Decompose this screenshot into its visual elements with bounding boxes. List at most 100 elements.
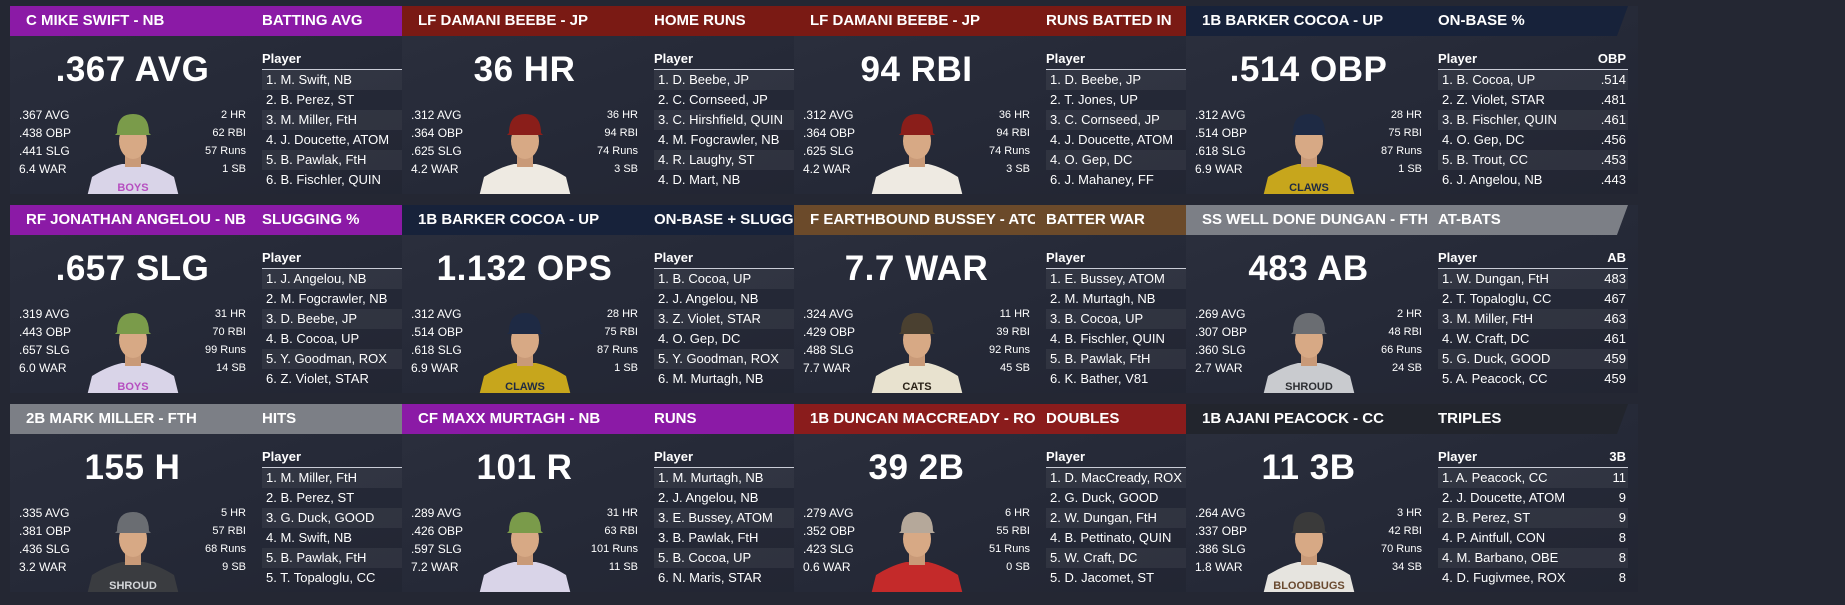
stat-line: .312 AVG	[411, 307, 462, 321]
leaderboard-row[interactable]: 3. B. Fischler, QUIN .461	[1438, 110, 1628, 130]
leader-card[interactable]: 1B BARKER COCOA - UP ON-BASE % .514 OBP .31…	[1186, 6, 1638, 194]
leaderboard-row[interactable]: 4. P. Aintfull, CON 8	[1438, 528, 1628, 548]
col-player: Player	[262, 250, 302, 265]
stat-line: 36 HR	[998, 109, 1030, 121]
stat-line: .312 AVG	[803, 108, 854, 122]
leader-card[interactable]: LF DAMANI BEEBE - JP RUNS BATTED IN 94 RBI…	[794, 6, 1246, 194]
leaderboard-row[interactable]: 4. M. Barbano, OBE 8	[1438, 548, 1628, 568]
leaderboard-row[interactable]: 1. B. Cocoa, UP .514	[1438, 70, 1628, 90]
row-player: 4. M. Fogcrawler, NB	[658, 132, 780, 147]
category-title: SLUGGING %	[262, 211, 360, 228]
player-name: LF DAMANI BEEBE - JP	[810, 12, 981, 29]
leader-card[interactable]: CF MAXX MURTAGH - NB RUNS 101 R .289 AVG .42…	[402, 404, 854, 592]
stat-line: .364 OBP	[803, 126, 856, 140]
row-player: 3. G. Duck, GOOD	[266, 510, 375, 525]
leaderboard-row[interactable]: 4. W. Craft, DC 461	[1438, 329, 1628, 349]
row-player: 6. J. Angelou, NB	[1442, 172, 1543, 187]
stat-line: .279 AVG	[803, 506, 854, 520]
row-value: 463	[1604, 311, 1626, 326]
player-stats-left: .367 AVG .438 OBP .441 SLG 6.4 WAR	[19, 106, 71, 178]
leaderboard-row[interactable]: 2. B. Perez, ST 9	[1438, 508, 1628, 528]
row-value: 9	[1618, 510, 1626, 525]
leaderboard-row[interactable]: 6. J. Angelou, NB .443	[1438, 170, 1628, 190]
row-player: 4. O. Gep, DC	[1442, 132, 1525, 147]
leaderboard-row[interactable]: 1. A. Peacock, CC 11	[1438, 468, 1628, 488]
leaderboard-row[interactable]: 1. W. Dungan, FtH 483	[1438, 269, 1628, 289]
leaderboard: PlayerRBI1. D. Beebe, JP942. T. Jones, U…	[1046, 49, 1236, 190]
player-portrait: BOYS	[87, 313, 179, 393]
jersey	[479, 562, 571, 592]
big-stat: .367 AVG	[55, 50, 210, 89]
leaderboard-row[interactable]: 2. T. Topaloglu, CC 467	[1438, 289, 1628, 309]
card-header: CF MAXX MURTAGH - NB RUNS	[402, 404, 844, 434]
stat-line: 70 RBI	[212, 326, 246, 338]
leader-card[interactable]: 1B AJANI PEACOCK - CC TRIPLES 11 3B .264 AV…	[1186, 404, 1638, 592]
row-player: 5. Y. Goodman, ROX	[658, 351, 779, 366]
row-player: 4. B. Fischler, QUIN	[1050, 331, 1165, 346]
row-player: 4. J. Doucette, ATOM	[1050, 132, 1174, 147]
leader-card[interactable]: RF JONATHAN ANGELOU - NB SLUGGING % .657 S…	[10, 205, 462, 393]
stat-line: 1 SB	[614, 362, 638, 374]
big-stat: 483 AB	[1248, 249, 1369, 288]
player-stats-right: 11 HR 39 RBI 92 Runs 45 SB	[974, 305, 1030, 377]
row-value: 9	[1618, 490, 1626, 505]
row-player: 2. Z. Violet, STAR	[1442, 92, 1545, 107]
row-player: 2. B. Perez, ST	[266, 92, 355, 107]
player-portrait: BLOODBUGS	[1263, 512, 1355, 592]
cap	[507, 512, 543, 533]
leaderboard-row[interactable]: 4. D. Fugivmee, ROX 8	[1438, 568, 1628, 588]
cap	[507, 313, 543, 334]
leaderboard-row[interactable]: 5. A. Peacock, CC 459	[1438, 369, 1628, 389]
row-player: 5. B. Pawlak, FtH	[266, 152, 367, 167]
player-name: 1B AJANI PEACOCK - CC	[1202, 410, 1384, 427]
leaderboard-row[interactable]: 2. J. Doucette, ATOM 9	[1438, 488, 1628, 508]
stat-line: .618 SLG	[1195, 144, 1246, 158]
leaderboard-header: Player AB	[1438, 248, 1628, 269]
row-value: .443	[1600, 172, 1626, 187]
col-player: Player	[1438, 449, 1478, 464]
big-stat: 94 RBI	[860, 50, 973, 89]
leader-card[interactable]: 1B BARKER COCOA - UP ON-BASE + SLUGGING 1.…	[402, 205, 854, 393]
big-stat: .657 SLG	[55, 249, 210, 288]
row-player: 3. B. Cocoa, UP	[1050, 311, 1144, 326]
category-title: ON-BASE %	[1438, 12, 1525, 29]
row-player: 6. Z. Violet, STAR	[266, 371, 369, 386]
row-value: .456	[1600, 132, 1626, 147]
stat-line: 74 Runs	[989, 145, 1030, 157]
stat-line: .429 OBP	[803, 325, 856, 339]
leaderboard-rows: 1. A. Peacock, CC 11 2. J. Doucette, ATOM 9…	[1438, 468, 1628, 588]
leaderboard-row[interactable]: 2. Z. Violet, STAR .481	[1438, 90, 1628, 110]
row-player: 2. W. Dungan, FtH	[1050, 510, 1157, 525]
jersey	[87, 363, 179, 393]
leaderboard-row[interactable]: 5. B. Trout, CC .453	[1438, 150, 1628, 170]
row-player: 2. T. Jones, UP	[1050, 92, 1138, 107]
player-stats-right: 3 HR 42 RBI 70 Runs 34 SB	[1366, 504, 1422, 576]
leaderboard-row[interactable]: 5. G. Duck, GOOD 459	[1438, 349, 1628, 369]
leader-card[interactable]: 1B DUNCAN MACCREADY - ROX DOUBLES 39 2B .27…	[794, 404, 1246, 592]
card-header: LF DAMANI BEEBE - JP HOME RUNS	[402, 6, 844, 36]
stat-line: 87 Runs	[597, 344, 638, 356]
stat-line: 55 RBI	[996, 525, 1030, 537]
leader-card[interactable]: SS WELL DONE DUNGAN - FTH AT-BATS 483 AB .2…	[1186, 205, 1638, 393]
leaderboard-row[interactable]: 3. M. Miller, FtH 463	[1438, 309, 1628, 329]
leader-card[interactable]: F EARTHBOUND BUSSEY - ATOM BATTER WAR 7.7 …	[794, 205, 1246, 393]
stat-line: .335 AVG	[19, 506, 70, 520]
stat-line: 11 SB	[608, 561, 638, 573]
stat-line: .367 AVG	[19, 108, 70, 122]
jersey-text: CLAWS	[1289, 182, 1329, 194]
category-title: HITS	[262, 410, 297, 427]
stat-line: 9 SB	[222, 561, 246, 573]
big-stat: 155 H	[84, 448, 181, 487]
col-player: Player	[1046, 250, 1086, 265]
cap	[899, 512, 935, 533]
leader-card[interactable]: C MIKE SWIFT - NB BATTING AVG .367 AVG .367…	[10, 6, 462, 194]
row-value: .453	[1600, 152, 1626, 167]
leader-card[interactable]: 2B MARK MILLER - FTH HITS 155 H .335 AVG .38…	[10, 404, 462, 592]
player-stats-right: 36 HR 94 RBI 74 Runs 3 SB	[974, 106, 1030, 178]
row-player: 1. W. Dungan, FtH	[1442, 271, 1549, 286]
leaderboard-row[interactable]: 4. O. Gep, DC .456	[1438, 130, 1628, 150]
leader-card[interactable]: LF DAMANI BEEBE - JP HOME RUNS 36 HR .312 A…	[402, 6, 854, 194]
stat-line: .360 SLG	[1195, 343, 1246, 357]
jersey	[871, 164, 963, 194]
row-player: 4. O. Gep, DC	[658, 331, 741, 346]
